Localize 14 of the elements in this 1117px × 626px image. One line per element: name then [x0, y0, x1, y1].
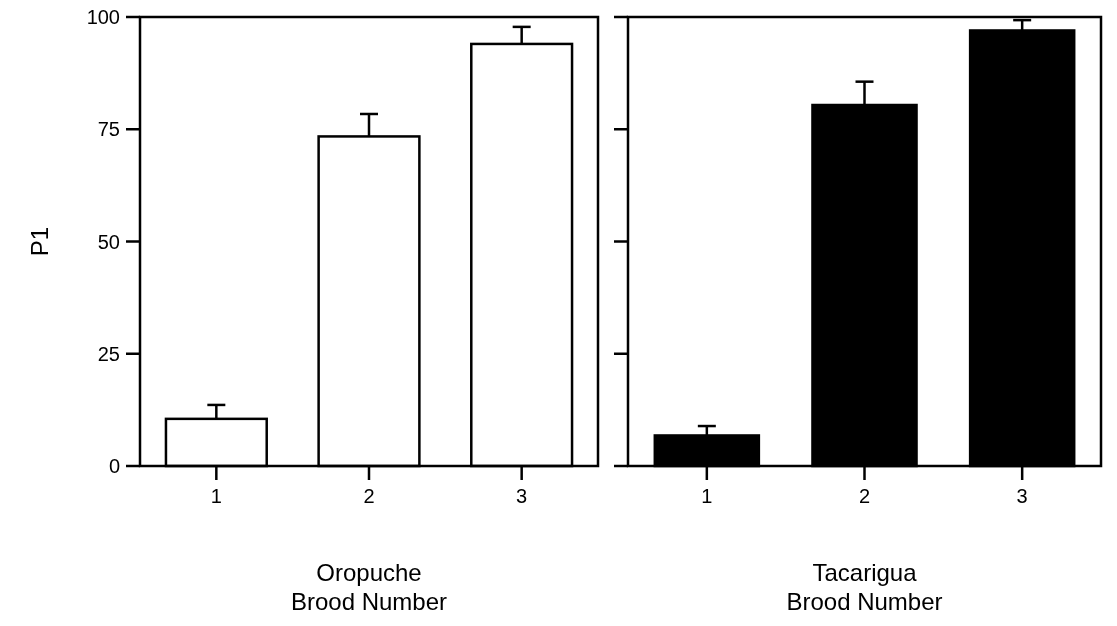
y-tick-label: 100 [86, 6, 120, 28]
y-tick-label: 25 [97, 342, 120, 365]
y-tick-label: 0 [108, 455, 120, 477]
y-axis-title: P1 [26, 226, 53, 257]
x-tick-label: 2 [363, 485, 375, 507]
x-tick-label: 1 [701, 485, 713, 507]
x-axis-title: Tacarigua Brood Number [786, 559, 943, 615]
x-tick-label: 3 [516, 485, 528, 507]
x-tick-label: 1 [210, 485, 222, 507]
x-tick-label: 3 [1016, 485, 1028, 507]
y-tick-label: 50 [97, 230, 120, 253]
y-tick-label: 75 [97, 118, 120, 141]
x-tick-label: 2 [858, 485, 871, 507]
x-axis-title: Oropuche Brood Number [290, 559, 448, 615]
